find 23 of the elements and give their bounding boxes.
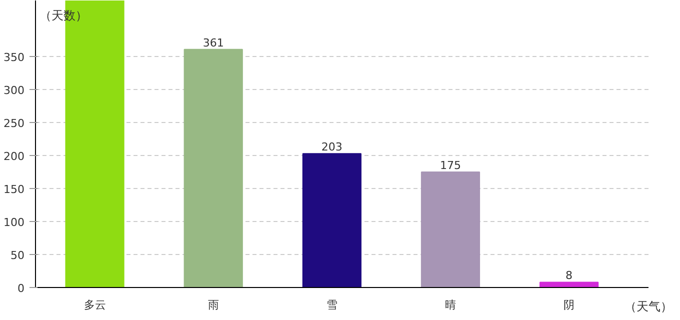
bar (65, 0, 124, 288)
x-tick-label: 雨 (208, 298, 219, 312)
x-tick-label: 晴 (444, 298, 456, 312)
bar (302, 153, 362, 288)
y-tick-label: 350 (4, 51, 25, 64)
bar (540, 282, 599, 288)
data-label: 203 (321, 140, 342, 154)
x-tick-label: 多云 (84, 298, 106, 312)
bar (184, 48, 243, 288)
data-label: 175 (440, 159, 461, 172)
data-label: 361 (202, 36, 224, 50)
y-tick-label: 0 (18, 282, 24, 295)
bar (420, 172, 480, 288)
x-tick-label: 阴 (564, 298, 575, 312)
y-tick-label: 200 (4, 150, 25, 164)
x-axis-title: （天气） (624, 300, 672, 314)
y-tick-label: 150 (4, 183, 25, 196)
y-tick-label: 300 (4, 84, 25, 98)
x-tick-label: 雪 (326, 298, 338, 312)
y-tick-label: 250 (4, 117, 25, 130)
data-label: 8 (566, 269, 573, 282)
y-tick-label: 50 (10, 249, 25, 262)
y-tick-label: 100 (4, 216, 25, 230)
